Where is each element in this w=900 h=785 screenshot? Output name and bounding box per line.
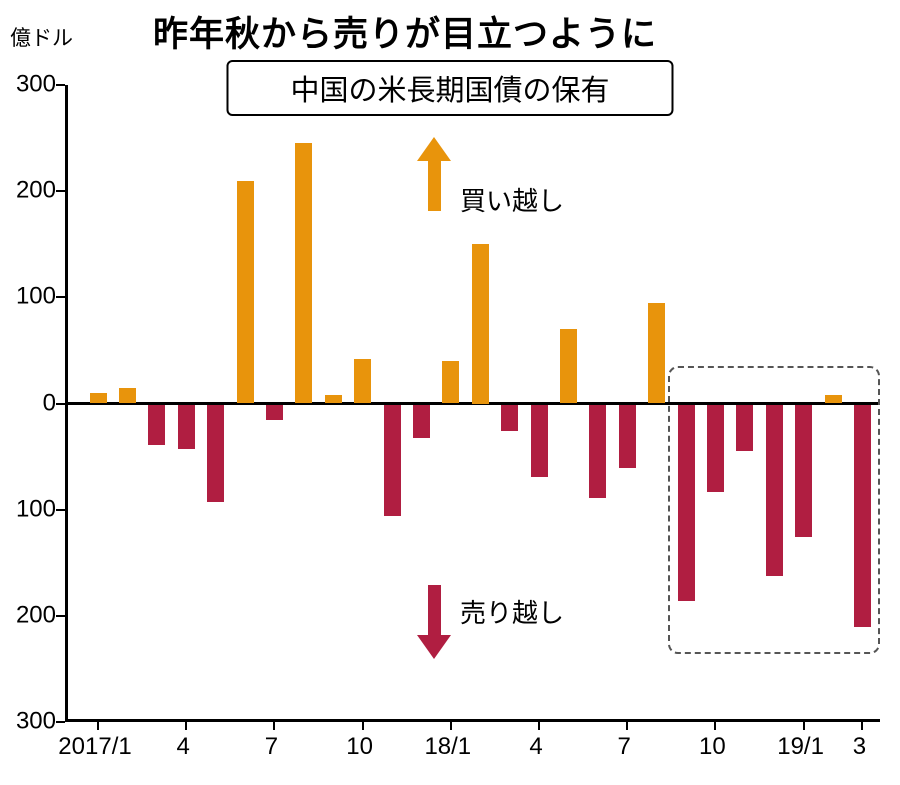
- y-tick-mark: [56, 508, 65, 511]
- buy-annotation-label: 買い越し: [460, 186, 565, 216]
- bar-2019-2: [824, 395, 842, 404]
- y-tick-label: 300: [15, 70, 56, 98]
- x-tick-label: 7: [264, 733, 279, 760]
- y-tick-mark: [56, 614, 65, 617]
- x-tick-mark: [861, 722, 864, 730]
- bar-2018-4: [530, 404, 548, 477]
- y-tick-label: 100: [15, 495, 56, 523]
- x-tick-label: 3: [852, 733, 867, 760]
- x-tick-label: 10: [699, 733, 726, 760]
- bar-2017-9: [324, 395, 342, 404]
- y-tick-mark: [56, 84, 65, 86]
- buy-arrow-head: [417, 137, 451, 161]
- bar-2018-1: [442, 361, 460, 404]
- bar-2018-6: [589, 404, 607, 498]
- plot-area: 買い越し 売り越し: [56, 84, 881, 730]
- bar-2017-4: [177, 404, 195, 450]
- bar-2017-7: [265, 404, 283, 421]
- buy-arrow-shaft: [427, 161, 441, 211]
- bar-2017-1: [89, 392, 107, 404]
- zero-baseline: [68, 402, 880, 405]
- bar-2018-11: [736, 404, 754, 452]
- x-tick-mark: [538, 722, 540, 730]
- x-tick-label: 7: [617, 733, 631, 760]
- bar-2019-1: [795, 404, 813, 538]
- bar-2017-8: [295, 143, 313, 404]
- x-tick-mark: [626, 722, 629, 730]
- y-tick-label: 300: [15, 707, 56, 735]
- x-tick-mark: [273, 722, 276, 730]
- y-tick-label: 100: [15, 282, 56, 310]
- bar-2018-2: [471, 244, 489, 404]
- y-axis-labels: 300 200 100 0 100 200 300: [0, 70, 56, 734]
- x-axis-labels: 2017/1 4 7 10 18/1 4 7 10 19/1 3: [58, 733, 880, 765]
- highlight-box-recent-selling: [668, 366, 881, 655]
- x-tick-mark: [802, 722, 805, 730]
- x-tick-label: 2017/1: [58, 733, 132, 760]
- bar-2018-10: [706, 404, 724, 492]
- buy-arrow-icon: [417, 137, 451, 211]
- bar-2017-6: [236, 180, 254, 404]
- y-tick-label: 0: [42, 388, 56, 416]
- y-tick-label: 200: [15, 176, 56, 204]
- bar-2018-7: [618, 404, 636, 469]
- x-tick-mark: [361, 722, 364, 730]
- x-tick-label: 4: [529, 733, 543, 760]
- sell-arrow-head: [417, 635, 451, 659]
- bar-2018-8: [648, 302, 666, 404]
- x-tick-mark: [714, 722, 717, 730]
- bar-2018-3: [501, 404, 519, 432]
- bar-2018-12: [765, 404, 783, 577]
- sell-arrow-icon: [417, 585, 451, 659]
- x-tick-label: 4: [176, 733, 190, 760]
- bar-2018-9: [677, 404, 695, 601]
- sell-annotation-label: 売り越し: [460, 598, 565, 628]
- y-tick-mark: [56, 296, 65, 299]
- bar-2017-5: [207, 404, 225, 503]
- bar-2017-2: [118, 387, 136, 404]
- chart-subtitle: 中国の米長期国債の保有: [290, 75, 610, 107]
- x-tick-label: 10: [346, 733, 373, 760]
- x-tick-mark: [449, 722, 452, 730]
- y-tick-label: 200: [15, 601, 56, 629]
- bar-2018-5: [559, 329, 577, 404]
- bar-2017-10: [354, 358, 372, 404]
- sell-arrow-shaft: [427, 585, 441, 635]
- y-tick-mark: [56, 190, 65, 193]
- bar-2017-11: [383, 404, 401, 516]
- y-tick-mark: [56, 402, 65, 405]
- chart-subtitle-box: 中国の米長期国債の保有: [226, 60, 674, 116]
- x-tick-label: 18/1: [424, 733, 472, 760]
- x-tick-mark: [97, 722, 99, 730]
- chart-title: 昨年秋から売りが目立つように: [153, 15, 658, 54]
- bar-2017-3: [148, 404, 166, 445]
- bar-2017-12: [412, 404, 430, 439]
- x-tick-label: 19/1: [777, 733, 824, 760]
- y-axis-unit-label: 億ドル: [10, 27, 73, 50]
- bar-2019-3: [853, 404, 871, 628]
- y-tick-mark: [56, 721, 65, 723]
- x-tick-mark: [185, 722, 188, 730]
